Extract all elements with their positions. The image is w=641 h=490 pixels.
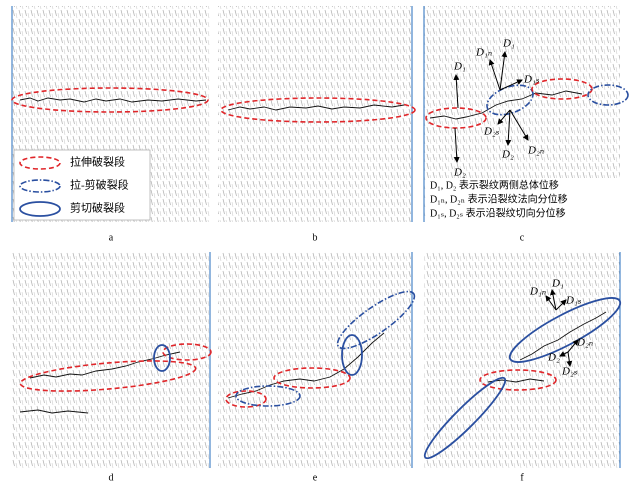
- annotation: D₂ₙ: [527, 145, 544, 157]
- arrow: [488, 59, 501, 91]
- note: D₁ₙ, D₂ₙ 表示沿裂纹法向分位移: [430, 192, 568, 205]
- arrow: [497, 109, 511, 125]
- arrow: [453, 74, 460, 109]
- shear-zone: [423, 376, 507, 460]
- tensile-zone: [162, 343, 212, 361]
- arrow: [550, 289, 557, 311]
- annotation: D₂: [501, 149, 514, 161]
- annotation: D₁ₛ: [565, 295, 582, 307]
- shear-zone: [341, 334, 363, 376]
- legend-box: [13, 149, 151, 221]
- annotation: D₁: [502, 38, 515, 50]
- shear-zone: [153, 344, 171, 372]
- arrow: [453, 127, 460, 163]
- tensile-zone: [425, 107, 487, 129]
- annotation: D₂ₛ: [483, 126, 500, 138]
- panel-label: c: [520, 232, 525, 243]
- panels: [11, 6, 621, 468]
- annotation: D₁ₙ: [529, 286, 546, 298]
- tensile-zone: [273, 367, 351, 389]
- crack: [19, 97, 207, 103]
- panel-label: d: [109, 472, 114, 483]
- panel-label: e: [313, 472, 318, 483]
- panel-e: [218, 252, 412, 468]
- arrow: [555, 299, 567, 311]
- panel-f: [424, 252, 620, 468]
- legend-label: 拉-剪破裂段: [70, 178, 129, 192]
- legend-symbol: [19, 179, 61, 193]
- arrows: [453, 51, 579, 367]
- annotations: D₁ D₁ₙ D₁ D₁ₛ D₂ₛ D₂ D₂ₙ D₂ D₁, D₂ 表示裂纹两…: [426, 38, 620, 378]
- tensile-zone: [11, 87, 209, 113]
- shear-zone: [508, 297, 622, 363]
- arrow: [499, 51, 508, 91]
- legend: 拉伸破裂段 拉-剪破裂段 剪切破裂段: [13, 149, 151, 221]
- panel-label: b: [313, 232, 318, 243]
- tensile-zone: [19, 360, 197, 392]
- crack: [487, 378, 545, 383]
- annotation: D₂: [453, 167, 466, 179]
- tensile-shear-zone: [235, 385, 301, 407]
- crack: [19, 409, 89, 414]
- arrow: [545, 295, 557, 311]
- annotation: D₂: [547, 352, 560, 364]
- tensile-shear-zone: [587, 84, 629, 106]
- crack: [429, 90, 583, 120]
- note: D₁ₛ, D₂ₛ 表示沿裂纹切向分位移: [430, 206, 566, 219]
- annotation: D₁ₛ: [523, 74, 540, 86]
- arrow: [567, 339, 579, 353]
- legend-symbol: [19, 201, 61, 217]
- note: D₁, D₂ 表示裂纹两侧总体位移: [430, 178, 559, 191]
- tensile-zone: [531, 78, 593, 100]
- arrow: [559, 351, 569, 357]
- arrow: [499, 79, 523, 91]
- zones: [11, 78, 629, 460]
- legend-symbol: [19, 156, 61, 170]
- arrow: [566, 351, 573, 367]
- crack: [519, 311, 607, 361]
- legend-label: 拉伸破裂段: [70, 155, 125, 169]
- arrow: [509, 109, 529, 141]
- annotation: D₁ₙ: [475, 47, 492, 59]
- notes-box: [426, 178, 620, 222]
- crack: [227, 104, 405, 111]
- annotation: D₂ₙ: [576, 337, 593, 349]
- tensile-zone: [225, 390, 267, 408]
- tensile-zone: [479, 369, 557, 391]
- annotation: D₂ₛ: [561, 366, 578, 378]
- tensile-shear-zone: [336, 290, 416, 350]
- annotation: D₁: [453, 61, 466, 73]
- panel-label: a: [109, 232, 114, 243]
- cracks: [19, 90, 607, 414]
- annotation: D₁: [551, 278, 564, 290]
- panel-labels: a b c d e f: [109, 232, 525, 483]
- arrow: [505, 109, 512, 146]
- panel-b: [218, 6, 412, 222]
- tensile-zone: [220, 97, 416, 123]
- panel-label: f: [520, 472, 524, 483]
- legend-label: 剪切破裂段: [70, 201, 125, 215]
